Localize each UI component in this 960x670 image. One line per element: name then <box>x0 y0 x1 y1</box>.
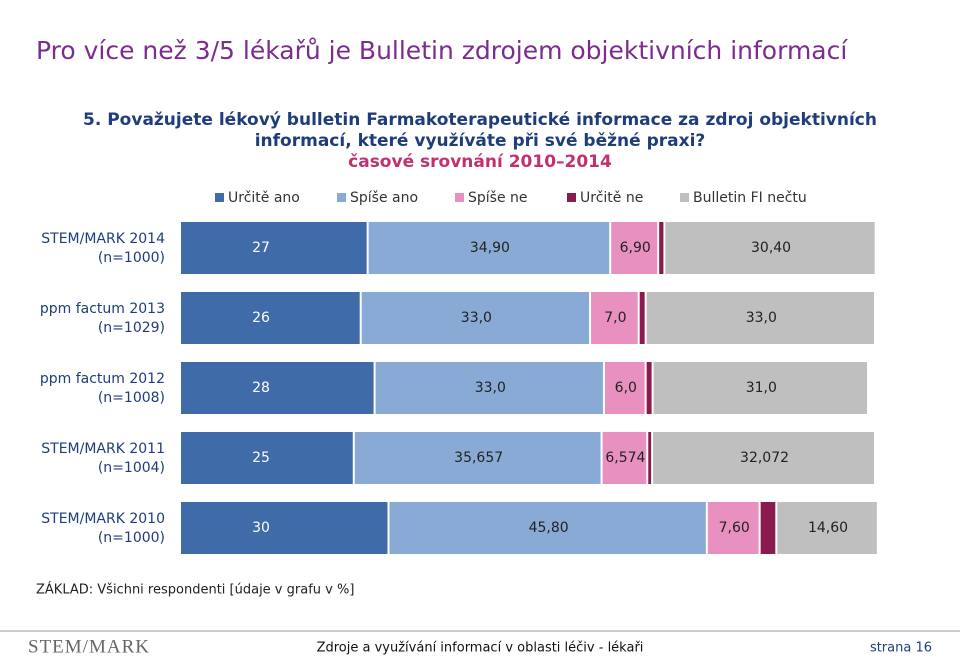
question: informací, které využíváte při své běžné… <box>255 131 706 151</box>
footer-page: strana 16 <box>870 641 932 656</box>
value-label: 31,0 <box>746 380 777 396</box>
category-label: STEM/MARK 2011 <box>41 441 165 457</box>
legend-label: Bulletin FI nečtu <box>693 190 807 206</box>
bar-segment <box>181 362 374 414</box>
category-label: ppm factum 2012 <box>40 371 165 387</box>
bar-segment <box>375 362 603 414</box>
bar-segment <box>653 362 868 414</box>
footer-text: Zdroje a využívání informací v oblasti l… <box>317 641 644 656</box>
bar-segment <box>611 222 658 274</box>
bar-segment <box>646 292 874 344</box>
value-label: 26 <box>252 310 270 326</box>
value-label: 28 <box>252 380 270 396</box>
legend-label: Určitě ne <box>580 190 643 206</box>
footer-logo: STEM/MARK <box>28 636 150 657</box>
value-label: 7,60 <box>719 520 750 536</box>
category-label: ppm factum 2013 <box>40 301 165 317</box>
bar-segment <box>777 502 877 554</box>
category-label: (n=1000) <box>98 250 165 266</box>
question: 5. Považujete lékový bulletin Farmakoter… <box>83 110 877 130</box>
bar-segment <box>659 222 664 274</box>
bar-segment <box>602 432 647 484</box>
bar-segment <box>760 502 776 554</box>
legend-swatch <box>337 193 346 202</box>
value-label: 30,40 <box>751 240 791 256</box>
bar-segment <box>639 292 645 344</box>
value-label: 35,657 <box>454 450 503 466</box>
legend-label: Určitě ano <box>228 190 300 206</box>
legend-swatch <box>680 193 689 202</box>
bar-segment <box>389 502 706 554</box>
bar-segment <box>591 292 638 344</box>
value-label: 6,574 <box>605 450 645 466</box>
value-label: 34,90 <box>470 240 510 256</box>
category-label: (n=1008) <box>98 390 165 406</box>
category-label: STEM/MARK 2010 <box>41 511 165 527</box>
value-label: 27 <box>252 240 270 256</box>
value-label: 33,0 <box>746 310 777 326</box>
category-label: (n=1029) <box>98 320 165 336</box>
value-label: 45,80 <box>529 520 569 536</box>
value-label: 14,60 <box>808 520 848 536</box>
bar-segment <box>665 222 875 274</box>
legend-swatch <box>455 193 464 202</box>
category-label: (n=1000) <box>98 530 165 546</box>
value-label: 33,0 <box>461 310 492 326</box>
value-label: 33,0 <box>475 380 506 396</box>
value-label: 30 <box>252 520 270 536</box>
bar-segment <box>181 502 388 554</box>
footnote: ZÁKLAD: Všichni respondenti [údaje v gra… <box>36 582 354 598</box>
bar-segment <box>354 432 601 484</box>
bar-segment <box>604 362 645 414</box>
bar-segment <box>181 292 360 344</box>
bar-segment <box>648 432 652 484</box>
legend-swatch <box>215 193 224 202</box>
bar-segment <box>181 432 353 484</box>
value-label: 6,0 <box>615 380 637 396</box>
legend-label: Spíše ne <box>468 190 528 206</box>
bar-segment <box>646 362 652 414</box>
category-label: STEM/MARK 2014 <box>41 231 165 247</box>
bar-segment <box>653 432 875 484</box>
category-label: (n=1004) <box>98 460 165 476</box>
subtitle: časové srovnání 2010–2014 <box>348 152 612 172</box>
bar-segment <box>361 292 590 344</box>
value-label: 32,072 <box>740 450 789 466</box>
value-label: 7,0 <box>604 310 626 326</box>
value-label: 6,90 <box>620 240 651 256</box>
slide-title: Pro více než 3/5 lékařů je Bulletin zdro… <box>36 36 848 65</box>
legend-label: Spíše ano <box>350 190 418 206</box>
bar-segment <box>368 222 610 274</box>
value-label: 25 <box>252 450 270 466</box>
bar-segment <box>707 502 759 554</box>
legend-swatch <box>567 193 576 202</box>
bar-segment <box>181 222 367 274</box>
